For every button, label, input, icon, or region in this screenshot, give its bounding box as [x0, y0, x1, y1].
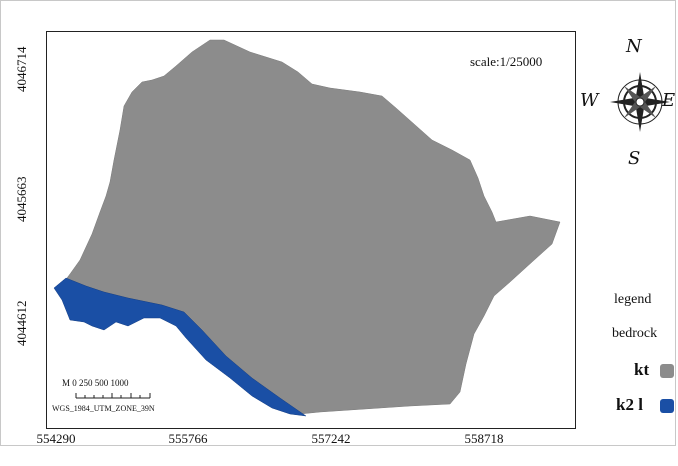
x-tick-label: 554290	[36, 431, 76, 446]
y-tick-label: 4046714	[14, 46, 29, 93]
scale-bar-ruler	[75, 393, 151, 399]
y-tick-label: 4045663	[14, 176, 29, 223]
legend-item-label: k2 l	[616, 395, 643, 414]
compass-east-label: E	[662, 90, 676, 111]
map-scale-label: scale:1/25000	[470, 54, 543, 69]
legend-item-label: kt	[634, 360, 650, 379]
projection-label: WGS_1984_UTM_ZONE_39N	[52, 404, 155, 413]
legend-swatch-kt	[660, 364, 674, 378]
x-tick-label: 555766	[168, 431, 208, 446]
figure-border	[0, 0, 676, 446]
legend-swatch-k2l	[660, 399, 674, 413]
y-tick-label: 4044612	[14, 300, 29, 347]
x-tick-label: 557242	[311, 431, 351, 446]
legend-subtitle: bedrock	[612, 326, 658, 341]
compass-south-label: S	[628, 148, 641, 169]
legend-title: legend	[614, 292, 652, 307]
scale-bar-ticks: M 0 250 500 1000	[62, 378, 129, 388]
unit-k2l-polygon	[53, 277, 307, 417]
unit-kt-polygon	[57, 39, 561, 415]
compass-rose-icon	[610, 72, 670, 132]
x-tick-label: 558718	[464, 431, 504, 446]
compass-north-label: N	[626, 36, 642, 57]
compass-west-label: W	[580, 90, 599, 111]
